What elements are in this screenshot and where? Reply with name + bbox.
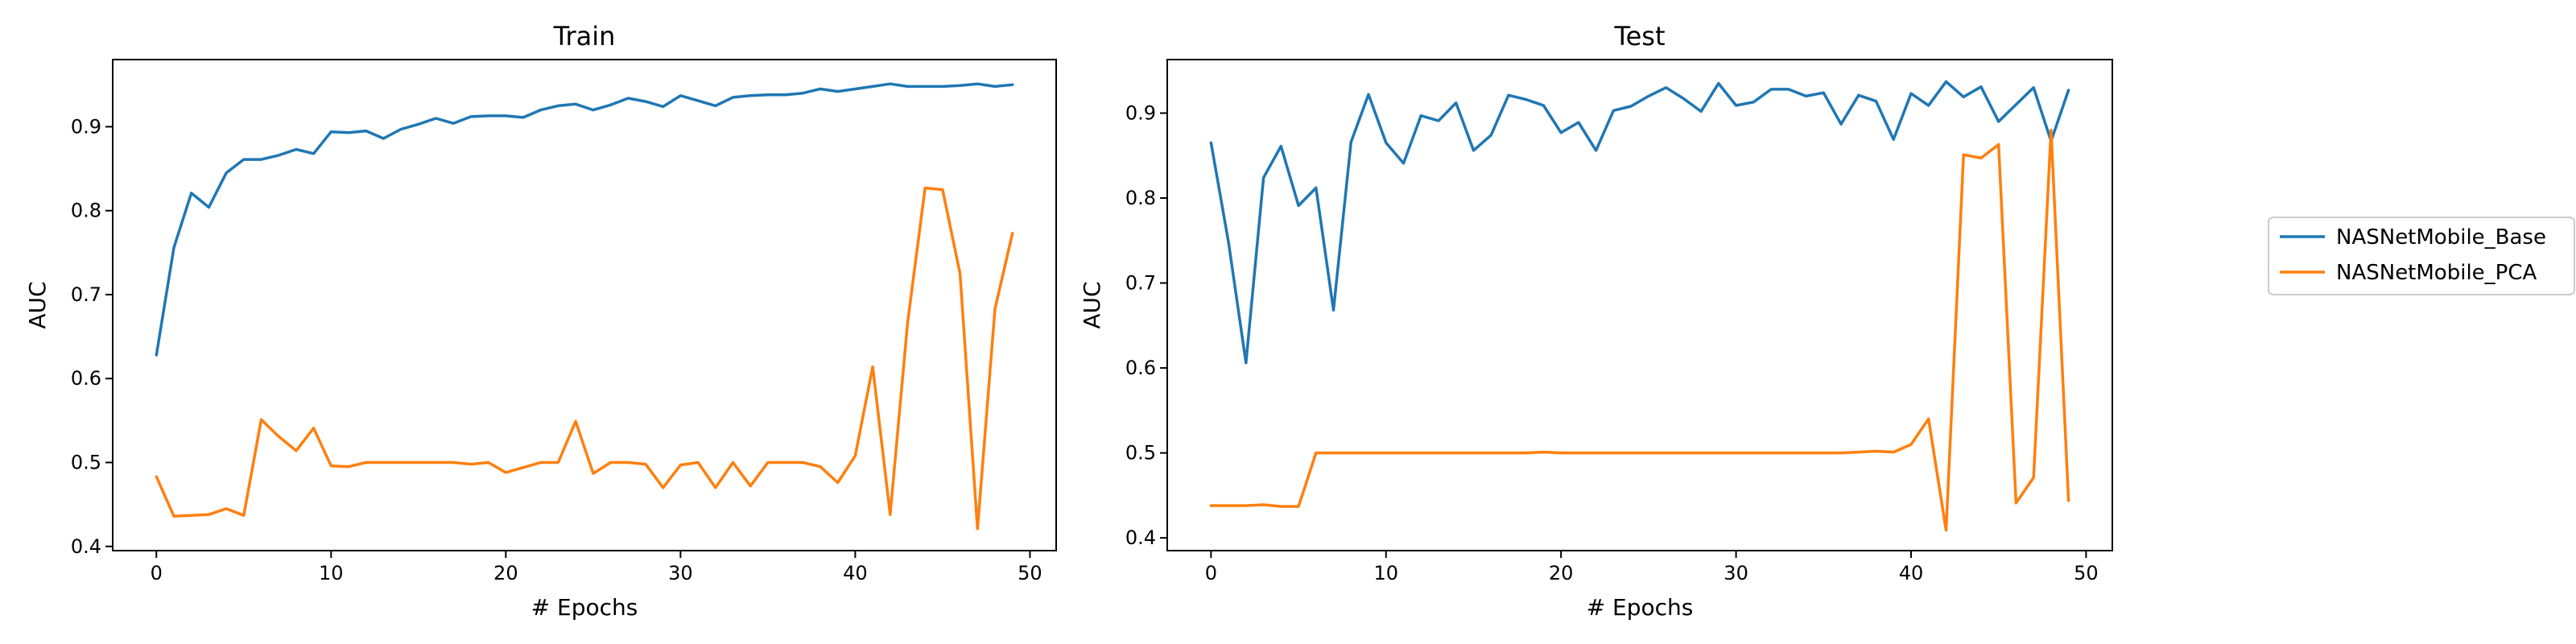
y-tick-label: 0.4 bbox=[71, 535, 101, 558]
train-chart: Train # Epochs AUC 0 10 20 30 40 500.40.50.60… bbox=[24, 21, 1057, 621]
x-tick-label: 20 bbox=[1549, 562, 1574, 584]
train-series-line-pca bbox=[155, 186, 1014, 530]
y-tick-label: 0.5 bbox=[1125, 442, 1156, 464]
test-series-line-pca bbox=[1209, 128, 2070, 532]
test-plot-frame bbox=[1166, 59, 2113, 551]
test-series-lines bbox=[1209, 80, 2070, 532]
y-tick-label: 0.6 bbox=[71, 367, 101, 390]
y-tick-label: 0.9 bbox=[71, 115, 101, 138]
x-tick-label: 30 bbox=[668, 562, 693, 584]
y-tick-label: 0.9 bbox=[1125, 101, 1156, 124]
x-tick-label: 50 bbox=[2074, 562, 2099, 584]
test-y-axis-label: AUC bbox=[1079, 281, 1105, 328]
y-tick-label: 0.6 bbox=[1125, 357, 1156, 379]
x-tick-label: 50 bbox=[1018, 562, 1042, 584]
train-axis-ticks: 0 10 20 30 40 50 0.4 0.5 0.6 0.7 0.8 0.9 bbox=[71, 115, 1042, 584]
x-tick-label: 30 bbox=[1724, 562, 1748, 584]
test-chart-title: Test bbox=[1613, 21, 1665, 52]
test-chart: Test # Epochs AUC 0 10 20 30 40 50 0.4 0.5 0.6 0.… bbox=[1079, 21, 2113, 621]
legend-frame bbox=[2268, 217, 2575, 295]
y-tick-label: 0.8 bbox=[71, 200, 101, 222]
train-chart-title: Train bbox=[553, 21, 616, 52]
train-series-lines bbox=[155, 82, 1014, 530]
test-x-axis-label: # Epochs bbox=[1587, 594, 1694, 621]
train-x-axis-label: # Epochs bbox=[531, 594, 638, 621]
legend: NASNetMobile_Base NASNetMobile_PCA bbox=[2268, 217, 2575, 295]
x-tick-label: 40 bbox=[843, 562, 868, 584]
x-tick-label: 10 bbox=[1373, 562, 1398, 584]
x-tick-label: 40 bbox=[1899, 562, 1924, 584]
y-tick-label: 0.8 bbox=[1125, 187, 1156, 209]
x-tick-label: 10 bbox=[319, 562, 344, 584]
y-tick-label: 0.5 bbox=[71, 452, 101, 474]
x-tick-label: 20 bbox=[493, 562, 518, 584]
train-series-line-base bbox=[155, 82, 1014, 357]
y-tick-label: 0.4 bbox=[1125, 526, 1156, 549]
legend-label-base: NASNetMobile_Base bbox=[2336, 225, 2546, 250]
x-tick-label: 0 bbox=[1205, 562, 1217, 584]
test-series-line-base bbox=[1209, 80, 2070, 365]
train-plot-frame bbox=[112, 59, 1057, 551]
legend-label-pca: NASNetMobile_PCA bbox=[2336, 261, 2537, 285]
y-tick-label: 0.7 bbox=[1125, 272, 1156, 295]
y-tick-label: 0.7 bbox=[71, 283, 101, 306]
x-tick-label: 0 bbox=[151, 562, 163, 584]
train-y-axis-label: AUC bbox=[24, 281, 51, 328]
test-axis-ticks: 0 10 20 30 40 50 0.4 0.5 0.6 0.7 0.8 0.9 bbox=[1125, 101, 2099, 584]
